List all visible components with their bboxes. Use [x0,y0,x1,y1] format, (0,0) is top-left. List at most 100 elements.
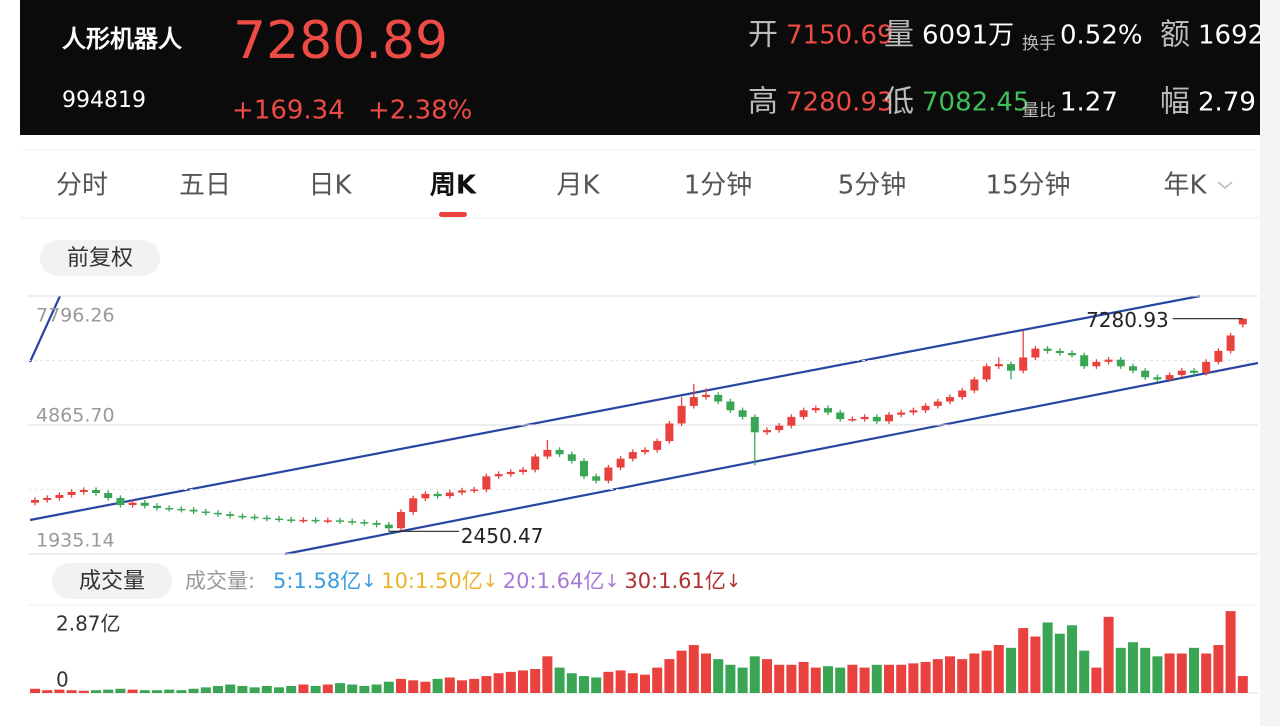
candle-body [1165,375,1174,380]
candle-body [287,519,296,521]
candle-body [946,397,954,402]
volume-bar [200,687,211,693]
volume-bar [298,684,309,693]
volume-bar [1164,653,1175,693]
volume-bar [1176,653,1187,693]
volume-bar [908,663,919,693]
tab[interactable]: 周K [430,171,477,201]
volume-bar [335,683,345,693]
candle-body [641,449,649,453]
volume-bar [371,684,382,693]
candle-body [153,505,161,509]
candle-body [885,414,893,422]
volume-bar [762,659,772,693]
stat-label: 换手 [1022,34,1056,54]
candle-body [262,517,271,520]
volume-bar [115,688,126,693]
volume-bar [969,653,980,693]
candle-body [445,492,454,497]
candle-body [1092,361,1101,367]
candle-body [848,419,857,421]
volume-bar [347,684,358,693]
candle-body [519,469,527,472]
candle-body [1226,335,1235,351]
volume-bar [518,670,528,693]
candle-body [384,524,393,529]
volume-bar [176,690,187,693]
candle-body [79,490,88,492]
volume-bar [774,664,785,693]
price-change: +169.34 [232,96,345,126]
candle-body [140,502,149,506]
price-change-pct: +2.38% [368,96,472,126]
tab-more[interactable] [1217,181,1233,189]
volume-bar [152,690,162,693]
volume-tick-label: 2.87亿 [56,612,121,636]
adjust-label[interactable]: 前复权 [67,246,133,271]
volume-bar [884,664,894,693]
candle-body [1238,318,1247,325]
volume-bar [469,678,480,693]
volume-bar [274,687,284,693]
candle-body [165,508,174,510]
volume-bar [847,664,858,693]
candle-body [214,512,222,515]
candle-body [177,508,186,511]
candle-body [653,441,662,450]
volume-bar [237,685,248,693]
candle-body [933,401,942,406]
candle-body [872,416,881,422]
y-tick-label: 7796.26 [36,305,115,327]
candle-body [702,394,710,398]
ma-legend: 20:1.64亿 [503,569,605,593]
tab[interactable]: 五日 [179,171,231,201]
volume-bar [261,685,272,693]
ma-arrow: ↓ [726,571,741,592]
volume-bar [505,671,516,693]
stat-label: 高 [748,85,778,120]
tab[interactable]: 日K [308,171,352,201]
candle-body [299,519,308,522]
candle-body [1153,377,1162,380]
volume-pill[interactable] [52,563,172,599]
candle-body [348,521,357,523]
volume-bar [1067,625,1077,693]
tab-bar: 分时 五日 日K 周K 月K 1分钟 5分钟 15分钟 年K [56,171,1233,217]
ma-legend: 30:1.61亿 [624,569,726,593]
ma-arrow: ↓ [604,571,619,592]
volume-bar [1054,633,1065,693]
volume-bar [1213,645,1224,693]
candle-body [677,405,686,424]
volume-bar [664,659,675,693]
body-bg [20,135,1260,726]
tab[interactable]: 分时 [56,171,108,201]
candle-body [1104,359,1113,362]
volume-bar [457,680,467,693]
volume-bar [871,664,882,693]
tab[interactable]: 年K [1163,171,1207,201]
candle-body [1043,348,1052,351]
annotation-label: 2450.47 [461,524,544,548]
candle-body [775,425,784,431]
candle-body [360,522,369,524]
candle-body [531,456,540,470]
volume-bar [493,673,504,693]
volume-bar [164,689,175,693]
volume-bar [1042,622,1053,693]
tab[interactable]: 15分钟 [985,171,1070,201]
candle-body [799,410,808,417]
volume-bar [432,678,443,693]
channel-lower [284,361,1259,556]
candle-body [55,494,64,498]
candle-body [604,467,613,481]
tab[interactable]: 5分钟 [838,171,907,201]
candle-body [372,522,381,525]
volume-bar [1225,611,1236,693]
stock-name: 人形机器人 [62,25,182,53]
volume-bar [896,664,907,693]
adjust-pill[interactable] [40,240,160,276]
candle-body [482,476,491,490]
tab[interactable]: 月K [556,171,600,201]
candle-body [506,471,515,475]
tab[interactable]: 1分钟 [684,171,753,201]
